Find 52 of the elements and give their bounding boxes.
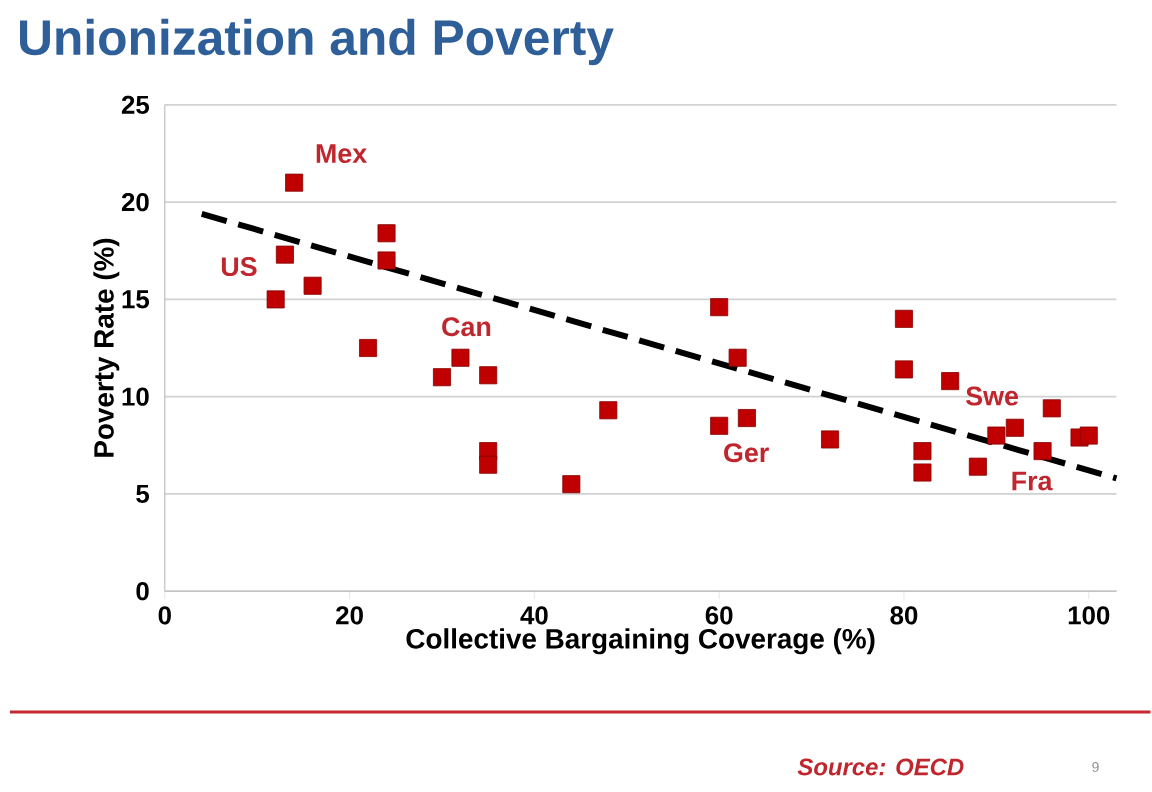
point [894, 309, 913, 328]
point [377, 224, 396, 243]
point [432, 368, 451, 387]
point [737, 409, 756, 428]
x-tick-label: 80 [890, 606, 918, 625]
x-tick-label: 20 [336, 606, 363, 625]
point [377, 251, 396, 270]
source-note: Source: OECD [797, 758, 964, 776]
x-axis-title: Collective Bargaining Coverage (%) [406, 628, 875, 655]
point [275, 245, 294, 264]
point [266, 290, 285, 309]
text: 9 [1092, 762, 1099, 772]
point [1005, 418, 1024, 437]
point [479, 455, 498, 474]
point [1079, 426, 1098, 445]
point [1033, 442, 1052, 461]
point [913, 442, 932, 461]
y-tick-label: 15 [122, 290, 150, 309]
point [728, 348, 747, 367]
point [1042, 399, 1061, 418]
point [987, 426, 1006, 445]
y-tick-label: 25 [121, 95, 150, 115]
chart-title: Unionization and Poverty [20, 18, 614, 66]
annotation: US [221, 257, 257, 277]
point [710, 416, 729, 435]
point [359, 339, 378, 358]
x-tick-label: 60 [705, 606, 733, 625]
y-tick-label: 20 [121, 193, 149, 212]
y-tick-label: 5 [136, 484, 150, 503]
point [599, 401, 618, 420]
annotation: Can [442, 317, 491, 337]
point [968, 457, 987, 476]
point [303, 276, 322, 295]
annotation: Ger [724, 443, 769, 463]
annotation: Mex [316, 144, 368, 164]
point [479, 366, 498, 385]
point [913, 463, 932, 482]
y-tick-label: 10 [122, 387, 149, 406]
annotation: Swe [966, 386, 1019, 406]
x-tick-label: 100 [1068, 606, 1110, 625]
point [451, 348, 470, 367]
y-tick-label: 0 [136, 582, 149, 601]
point [894, 360, 913, 379]
point [710, 298, 729, 317]
point [821, 430, 840, 449]
x-tick-label: 0 [158, 606, 171, 625]
point [941, 372, 960, 391]
point [562, 475, 581, 494]
annotation: Fra [1012, 471, 1053, 491]
y-axis-title: Poverty Rate (%) [93, 238, 120, 457]
x-tick-label: 40 [520, 606, 548, 625]
point [285, 173, 304, 192]
